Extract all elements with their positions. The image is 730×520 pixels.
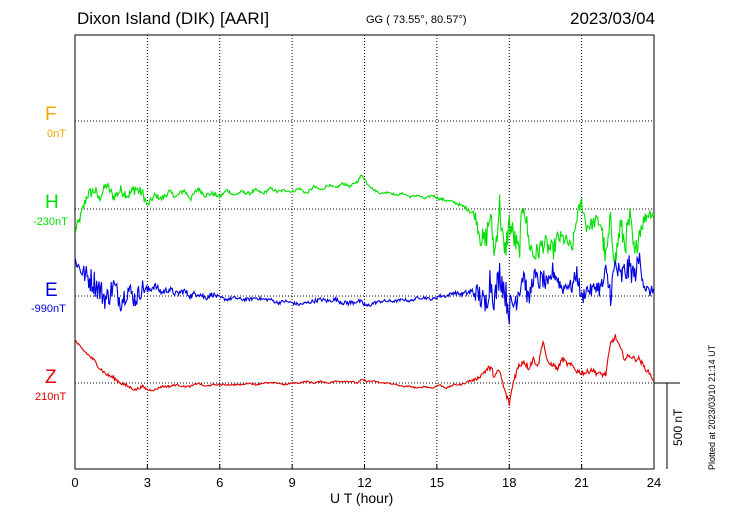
channel-h-letter: H bbox=[45, 192, 59, 213]
x-tick-label: 18 bbox=[502, 475, 517, 490]
channel-e-letter: E bbox=[45, 280, 58, 301]
channel-z-baseline: 210nT bbox=[35, 391, 67, 403]
x-tick-label: 15 bbox=[429, 475, 445, 490]
series-h-line bbox=[74, 174, 655, 265]
date-label: 2023/03/04 bbox=[570, 9, 656, 28]
channel-e-baseline: -990nT bbox=[31, 303, 66, 315]
x-tick-marks bbox=[74, 464, 655, 469]
x-tick-label: 21 bbox=[574, 475, 589, 490]
scale-bar bbox=[654, 382, 680, 469]
plotted-timestamp: Plotted at 2023/03/10 21:14 UT bbox=[707, 344, 717, 470]
geo-coords: GG ( 73.55°, 80.57°) bbox=[366, 14, 467, 26]
x-tick-label: 24 bbox=[646, 475, 662, 490]
x-tick-label: 0 bbox=[71, 475, 79, 490]
institute-label: [AARI] bbox=[220, 9, 270, 28]
grid-lines bbox=[75, 35, 654, 469]
channel-z-letter: Z bbox=[45, 367, 57, 388]
scale-bar-label: 500 nT bbox=[671, 408, 685, 446]
series-z-line bbox=[74, 334, 655, 406]
x-tick-label: 3 bbox=[143, 475, 151, 490]
channel-h-baseline: -230nT bbox=[33, 216, 68, 228]
station-title: Dixon Island (DIK) bbox=[77, 9, 215, 28]
channel-f-baseline: 0nT bbox=[47, 128, 66, 140]
series-e-line bbox=[74, 252, 655, 325]
channel-f-letter: F bbox=[45, 104, 57, 125]
series-lines bbox=[74, 174, 655, 406]
x-tick-label: 6 bbox=[216, 475, 224, 490]
x-axis-label: U T (hour) bbox=[330, 490, 394, 506]
x-tick-label: 9 bbox=[288, 475, 296, 490]
x-tick-label: 12 bbox=[357, 475, 372, 490]
